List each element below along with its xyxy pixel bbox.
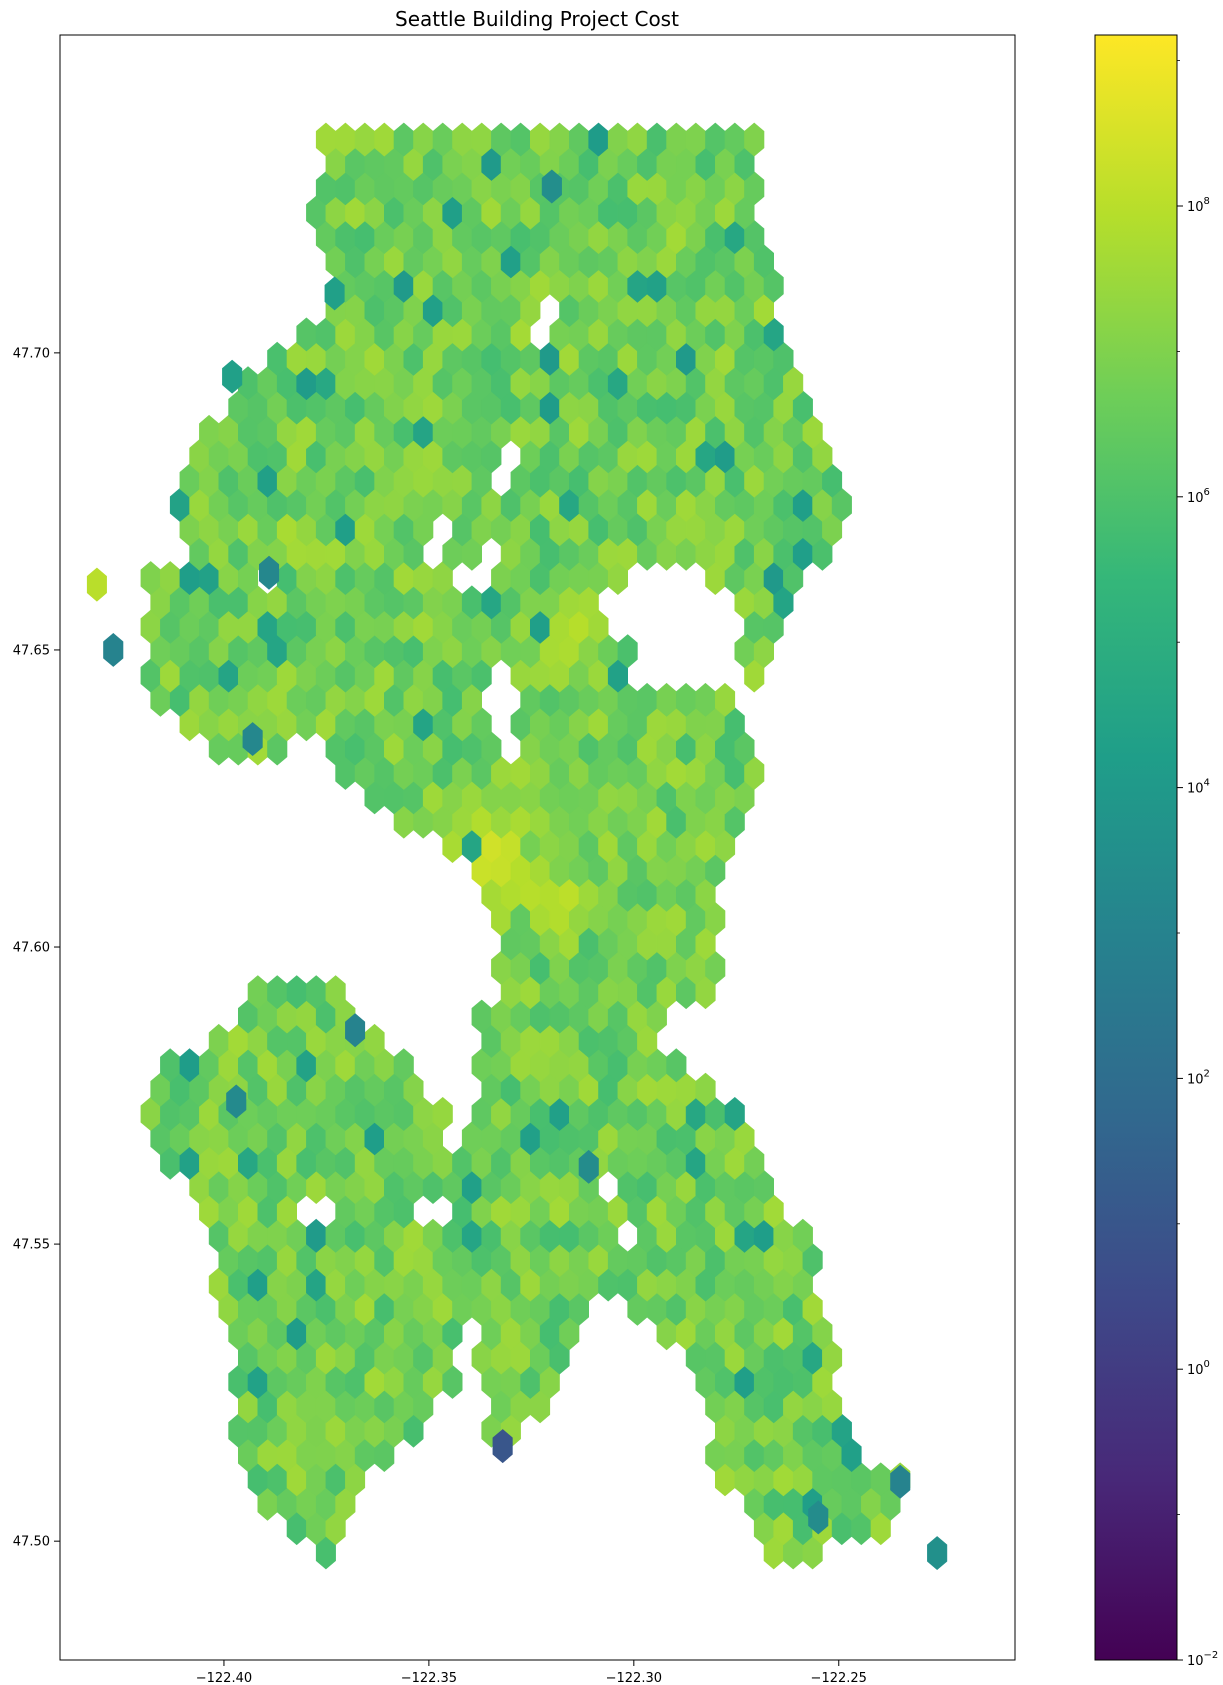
hex-cell-outlier <box>242 722 263 756</box>
x-tick-label: −122.40 <box>196 1671 252 1685</box>
y-tick-label: 47.60 <box>13 941 50 956</box>
hex-cell-outlier <box>927 1536 948 1570</box>
hex-cell-outlier <box>226 1084 247 1119</box>
hex-cell-outlier <box>808 1500 829 1535</box>
hex-cell <box>714 682 736 717</box>
colorbar-tick-label: 104 <box>1187 778 1210 797</box>
hex-cell-outlier <box>324 276 345 311</box>
hex-cell-outlier <box>258 555 280 590</box>
chart-title: Seattle Building Project Cost <box>395 7 679 31</box>
colorbar-tick-label: 106 <box>1187 487 1210 506</box>
y-tick-label: 47.50 <box>13 1535 50 1550</box>
hex-cell-outlier <box>345 1013 366 1048</box>
colorbar-tick-label: 100 <box>1187 1359 1210 1378</box>
hex-cell <box>617 634 638 669</box>
hex-cell-outlier <box>578 1149 599 1184</box>
hex-cell-outlier <box>86 567 107 602</box>
hex-cell <box>325 975 346 1010</box>
hexbin-cells <box>86 122 948 1570</box>
x-tick-label: −122.30 <box>606 1671 662 1685</box>
x-axis: −122.40 −122.35 −122.30 −122.25 <box>196 1660 867 1685</box>
hex-cell <box>695 1072 716 1107</box>
hex-cell <box>666 1048 687 1083</box>
colorbar-tick-label: 108 <box>1187 196 1210 215</box>
colorbar <box>1094 34 1178 1661</box>
hex-cell <box>432 1097 453 1131</box>
hex-cell <box>393 1048 414 1083</box>
y-tick-label: 47.55 <box>13 1238 50 1253</box>
colorbar-tick-label: 102 <box>1187 1068 1210 1087</box>
hex-cell <box>792 1218 813 1253</box>
hex-cell-outlier <box>492 1429 513 1464</box>
x-tick-label: −122.25 <box>811 1671 867 1685</box>
y-tick-label: 47.65 <box>13 643 50 658</box>
x-tick-label: −122.35 <box>401 1671 457 1685</box>
hex-cell <box>744 122 765 157</box>
hex-cell-outlier <box>222 359 243 394</box>
colorbar-tick-label: 10−2 <box>1187 1650 1218 1669</box>
y-axis: 47.50 47.55 47.60 47.65 47.70 <box>13 346 60 1550</box>
hex-cell-outlier <box>890 1464 911 1499</box>
plot-frame <box>59 34 1016 1661</box>
colorbar-axis: 10−2 100 102 104 106 108 <box>1177 60 1218 1669</box>
hex-cell <box>724 1097 745 1131</box>
y-tick-label: 47.70 <box>13 346 50 361</box>
hex-cell-outlier <box>541 169 562 204</box>
hex-cell-outlier <box>103 633 124 667</box>
